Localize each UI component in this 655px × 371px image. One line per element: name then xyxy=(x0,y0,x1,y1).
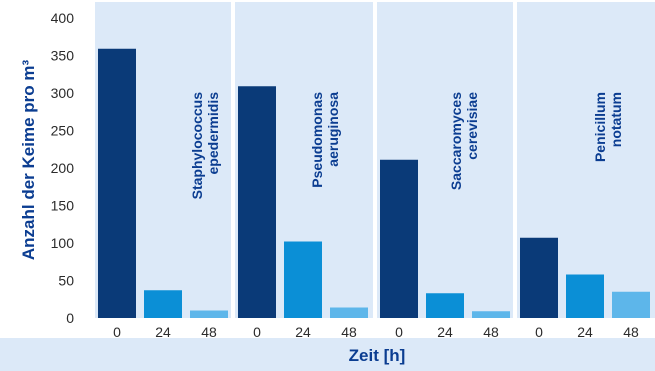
x-tick-label-panel2-2: 48 xyxy=(341,324,357,340)
y-tick-label-200: 200 xyxy=(51,160,75,176)
bar-panel3-0h xyxy=(380,159,418,318)
panel-label-line: notatum xyxy=(608,92,624,147)
y-tick-label-100: 100 xyxy=(51,235,75,251)
x-tick-label-panel3-2: 48 xyxy=(483,324,499,340)
bar-panel4-24h xyxy=(566,274,604,318)
x-tick-label-panel4-1: 24 xyxy=(577,324,593,340)
x-tick-label-panel1-1: 24 xyxy=(155,324,171,340)
panel-label-2: Pseudomonasaeruginosa xyxy=(309,92,341,188)
panel-label-line: Staphylococcus xyxy=(189,92,205,200)
y-tick-label-250: 250 xyxy=(51,123,75,139)
x-tick-label-panel4-2: 48 xyxy=(623,324,639,340)
bar-panel3-48h xyxy=(472,311,510,318)
panel-label-line: aeruginosa xyxy=(325,92,341,167)
bar-panel2-0h xyxy=(238,86,276,318)
bar-panel4-0h xyxy=(520,237,558,318)
y-tick-label-300: 300 xyxy=(51,85,75,101)
panel-label-1: Staphylococcusepedermidis xyxy=(189,92,221,200)
x-tick-label-panel1-0: 0 xyxy=(113,324,121,340)
y-tick-label-400: 400 xyxy=(51,10,75,26)
x-tick-label-panel2-1: 24 xyxy=(295,324,311,340)
y-axis-title: Anzahl der Keime pro m³ xyxy=(19,60,38,261)
bar-panel4-48h xyxy=(612,291,650,318)
bar-panel1-24h xyxy=(144,290,182,318)
panel-label-4: Penicillumnotatum xyxy=(592,92,624,162)
y-tick-label-0: 0 xyxy=(66,310,74,326)
bar-panel2-24h xyxy=(284,241,322,318)
x-axis-footer-band xyxy=(0,338,655,371)
x-tick-label-panel3-0: 0 xyxy=(395,324,403,340)
bar-panel2-48h xyxy=(330,307,368,318)
y-tick-label-150: 150 xyxy=(51,198,75,214)
panel-label-line: epedermidis xyxy=(205,92,221,175)
y-tick-label-50: 50 xyxy=(58,273,74,289)
bar-panel3-24h xyxy=(426,293,464,318)
x-axis-title: Zeit [h] xyxy=(349,346,406,365)
y-tick-label-350: 350 xyxy=(51,48,75,64)
panel-label-line: cerevisiae xyxy=(464,92,480,160)
x-tick-label-panel4-0: 0 xyxy=(535,324,543,340)
x-tick-label-panel1-2: 48 xyxy=(201,324,217,340)
panel-label-3: Saccaromycescerevisiae xyxy=(448,92,480,190)
x-tick-label-panel2-0: 0 xyxy=(253,324,261,340)
panel-label-line: Saccaromyces xyxy=(448,92,464,190)
bar-panel1-48h xyxy=(190,310,228,318)
panel-label-line: Penicillum xyxy=(592,92,608,162)
x-tick-label-panel3-1: 24 xyxy=(437,324,453,340)
bar-panel1-0h xyxy=(98,48,136,318)
panel-label-line: Pseudomonas xyxy=(309,92,325,188)
